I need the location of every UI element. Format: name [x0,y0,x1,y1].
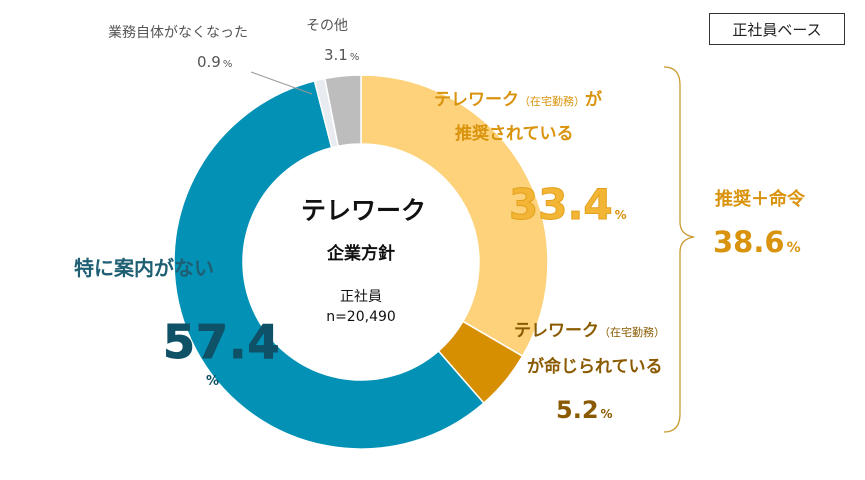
center-subtitle: 企業方針 [327,244,395,264]
leader-line-business-gone [250,71,313,95]
employment-base-badge: 正社員ベース [709,13,845,45]
label-recommended-end: が [585,90,602,110]
label-ordered-line1: テレワーク（在宅勤務） [514,323,665,340]
label-ordered-line2: が命じられている [527,357,663,377]
value-combined-number: 38.6 [713,225,785,259]
value-recommended-number: 33.4 [509,180,614,229]
label-business-gone: 業務自体がなくなった [108,25,248,41]
slice-other [323,74,362,148]
label-recommended-line2: 推奨されている [455,124,574,144]
center-title: テレワーク [301,196,427,225]
value-other-number: 3.1 [324,46,348,64]
center-sample-label: 正社員 [340,289,382,305]
label-ordered-paren: （在宅勤務） [599,326,665,339]
value-ordered-unit: % [600,407,613,421]
value-business-gone-number: 0.9 [197,53,221,71]
center-sample-n: n=20,490 [326,309,396,325]
value-combined: 38.6% [713,228,801,257]
value-other: 3.1% [324,48,359,63]
value-ordered-number: 5.2 [556,396,599,424]
slice-recommended [360,74,549,358]
value-ordered: 5.2% [556,398,613,422]
value-recommended: 33.4% [509,183,627,226]
value-combined-unit: % [786,240,801,256]
label-no-guidance: 特に案内がない [74,256,214,280]
label-recommended-paren: （在宅勤務） [519,95,585,108]
donut-slices [173,74,549,450]
slice-no-guidance [173,79,485,450]
value-business-gone-unit: % [222,59,233,70]
value-no-guidance-unit: % [206,374,220,389]
value-business-gone: 0.9% [197,55,232,70]
label-recommended-line1: テレワーク（在宅勤務）が [434,92,602,109]
value-no-guidance: 57.4 [163,315,281,369]
label-ordered-text: テレワーク [514,321,599,341]
label-recommended-text: テレワーク [434,90,519,110]
label-combined: 推奨＋命令 [715,189,805,210]
bracket-recommended-ordered [663,66,695,433]
value-other-unit: % [349,52,360,63]
label-other: その他 [306,18,348,34]
value-recommended-unit: % [614,208,627,222]
